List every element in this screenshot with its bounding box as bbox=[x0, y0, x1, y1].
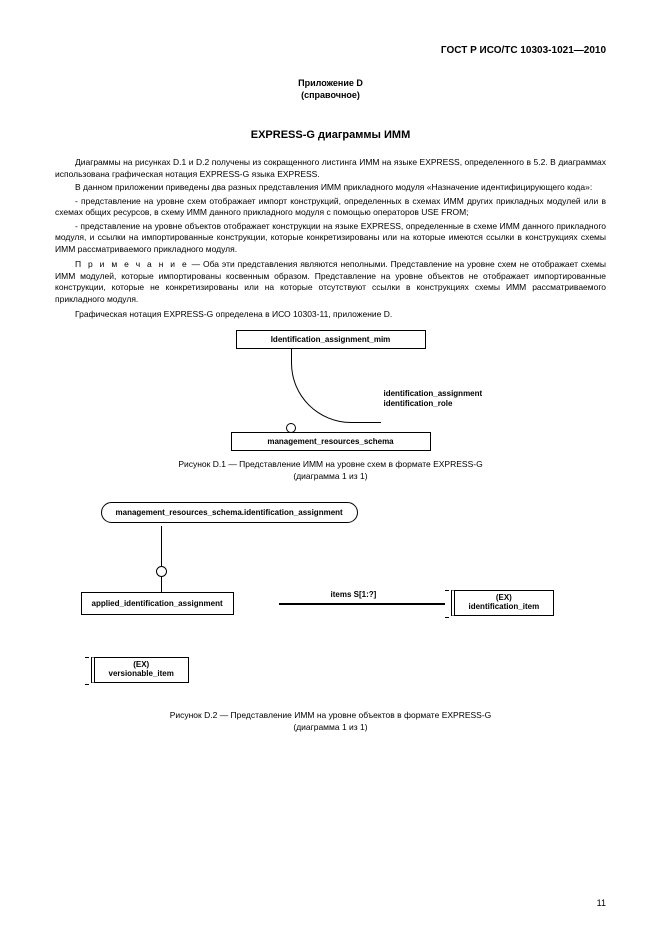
d2-hline bbox=[279, 603, 447, 605]
d2-right-dash bbox=[445, 590, 449, 618]
para-1: Диаграммы на рисунках D.1 и D.2 получены… bbox=[55, 157, 606, 180]
d2-vline bbox=[161, 526, 163, 566]
caption-d2-l1: Рисунок D.2 — Представление ИММ на уровн… bbox=[55, 710, 606, 721]
d2-bottom-l2: versionable_item bbox=[109, 670, 174, 679]
caption-d2-l2: (диаграмма 1 из 1) bbox=[55, 722, 606, 733]
para-3: - представление на уровне схем отображае… bbox=[55, 196, 606, 219]
note: П р и м е ч а н и е — Оба эти представле… bbox=[55, 259, 606, 305]
caption-d2: Рисунок D.2 — Представление ИММ на уровн… bbox=[55, 710, 606, 733]
figure-d1: Identification_assignment_mim identifica… bbox=[55, 330, 606, 451]
d1-arc-label2: identification_role bbox=[384, 399, 483, 409]
caption-d1: Рисунок D.1 — Представление ИММ на уровн… bbox=[55, 459, 606, 482]
caption-d1-l1: Рисунок D.1 — Представление ИММ на уровн… bbox=[55, 459, 606, 470]
d2-right-l2: identification_item bbox=[469, 603, 540, 612]
para-4: - представление на уровне объектов отобр… bbox=[55, 221, 606, 255]
figure-d2: management_resources_schema.identificati… bbox=[55, 502, 606, 702]
para-2: В данном приложении приведены два разных… bbox=[55, 182, 606, 193]
appendix-line1: Приложение D bbox=[55, 78, 606, 90]
doc-header: ГОСТ Р ИСО/ТС 10303-1021—2010 bbox=[55, 45, 606, 56]
page-number: 11 bbox=[597, 898, 606, 908]
d1-bottom-box: management_resources_schema bbox=[231, 432, 431, 451]
main-title: EXPRESS-G диаграммы ИММ bbox=[55, 129, 606, 141]
d1-vline-top bbox=[291, 349, 293, 363]
d1-arc-label1: identification_assignment bbox=[384, 389, 483, 399]
note-label: П р и м е ч а н и е bbox=[75, 259, 189, 269]
d2-vline2 bbox=[161, 577, 163, 593]
d2-bottom-dash bbox=[85, 657, 89, 685]
d2-edge-label: items S[1:?] bbox=[331, 590, 377, 599]
appendix-label: Приложение D (справочное) bbox=[55, 78, 606, 101]
d2-bottom-box: (EX) versionable_item bbox=[91, 657, 189, 683]
d1-arc: identification_assignment identification… bbox=[291, 363, 381, 423]
d2-left-box: applied_identification_assignment bbox=[81, 592, 234, 615]
d2-top-box: management_resources_schema.identificati… bbox=[101, 502, 358, 523]
caption-d1-l2: (диаграмма 1 из 1) bbox=[55, 471, 606, 482]
para-5: Графическая нотация EXPRESS-G определена… bbox=[55, 309, 606, 320]
appendix-line2: (справочное) bbox=[55, 90, 606, 102]
d1-top-box: Identification_assignment_mim bbox=[236, 330, 426, 349]
d2-circle bbox=[156, 566, 167, 577]
d1-arc-label: identification_assignment identification… bbox=[384, 389, 483, 408]
d2-right-box: (EX) identification_item bbox=[451, 590, 555, 616]
